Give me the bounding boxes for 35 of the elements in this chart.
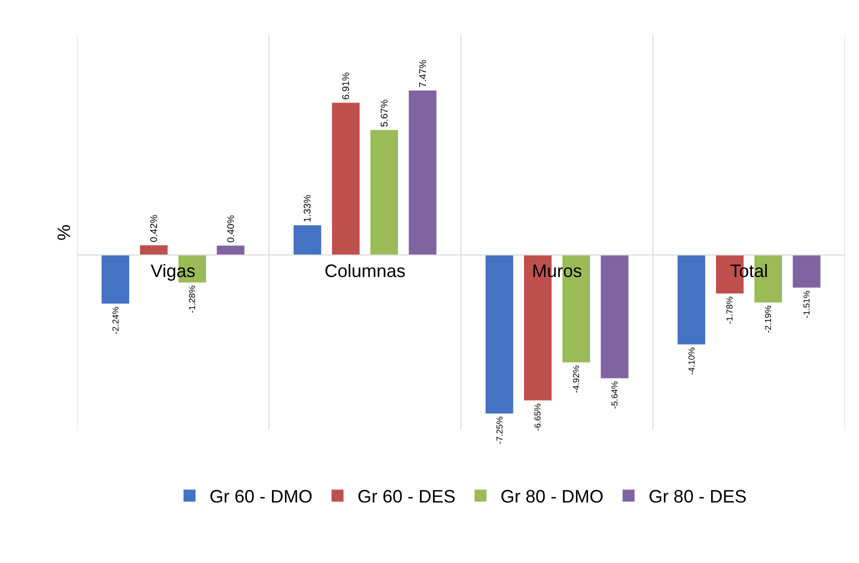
bar bbox=[486, 254, 514, 414]
data-label: 5.67% bbox=[379, 99, 390, 128]
data-label: -6.65% bbox=[532, 403, 543, 432]
data-label: 6.91% bbox=[341, 72, 352, 100]
bar bbox=[678, 254, 706, 344]
data-label: 0.40% bbox=[226, 214, 237, 243]
data-label: -2.24% bbox=[110, 306, 120, 334]
bar bbox=[600, 254, 628, 378]
bar bbox=[332, 102, 360, 254]
x-tick-label: Muros bbox=[532, 261, 582, 282]
data-label: 7.47% bbox=[418, 60, 429, 88]
legend-label: Gr 60 - DES bbox=[358, 486, 456, 507]
legend-label: Gr 80 - DMO bbox=[500, 486, 604, 507]
data-label: -1.51% bbox=[802, 290, 812, 318]
data-label: -1.28% bbox=[187, 285, 198, 314]
bar bbox=[140, 245, 168, 254]
x-tick-label: Columnas bbox=[324, 261, 406, 282]
data-label: -1.78% bbox=[724, 296, 735, 324]
data-label: -7.25% bbox=[494, 416, 504, 444]
data-label: -4.10% bbox=[686, 347, 696, 376]
bar bbox=[370, 130, 398, 254]
y-axis-title: % bbox=[54, 224, 74, 241]
data-label: -2.19% bbox=[763, 305, 774, 334]
data-label: 0.42% bbox=[149, 214, 160, 242]
bar bbox=[102, 254, 130, 304]
bar bbox=[216, 246, 244, 254]
data-label: -5.64% bbox=[610, 380, 620, 409]
x-tick-label: Total bbox=[730, 261, 768, 282]
legend-label: Gr 80 - DES bbox=[648, 486, 747, 507]
data-label: -4.92% bbox=[571, 365, 582, 394]
bar bbox=[792, 254, 820, 288]
data-label: 1.33% bbox=[302, 194, 314, 222]
legend-label: Gr 60 - DMO bbox=[210, 486, 313, 507]
bar bbox=[294, 225, 322, 254]
bar bbox=[408, 90, 436, 254]
